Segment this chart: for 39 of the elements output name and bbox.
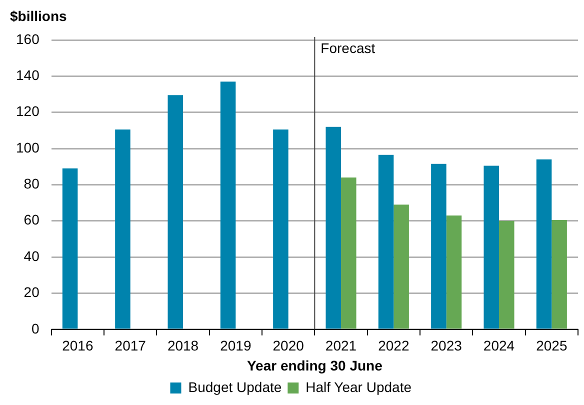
y-tick-label: 60 [24,212,40,228]
bar [446,215,462,329]
x-tick-label: 2022 [378,338,410,354]
bar [115,130,130,329]
bar [499,220,514,329]
bar [552,220,567,329]
x-tick-label: 2018 [167,338,199,354]
bar [394,204,409,329]
bar [341,177,356,329]
x-axis-title: Year ending 30 June [246,357,383,374]
ref-line-label: Forecast [320,40,376,56]
y-tick-label: 20 [24,284,40,300]
y-tick-label: 100 [16,139,40,156]
x-tick-label: 2020 [272,338,304,354]
legend-label: Half Year Update [306,378,412,395]
bar [484,166,500,329]
x-tick-label: 2023 [430,338,462,354]
y-axis-title: $billions [10,8,67,24]
x-tick-label: 2021 [325,338,357,354]
bar [62,168,78,329]
bar [378,154,394,329]
x-tick-label: 2025 [536,338,568,354]
bar [273,130,288,329]
legend-label: Budget Update [188,378,282,395]
y-tick-label: 80 [24,176,40,192]
x-tick-label: 2016 [62,338,94,354]
y-tick-label: 120 [16,103,40,120]
y-tick-label: 140 [16,67,40,84]
bar [326,126,342,329]
x-tick-label: 2024 [483,338,515,354]
x-tick-label: 2017 [114,338,146,354]
x-tick-label: 2019 [220,338,252,354]
y-tick-label: 40 [24,248,40,264]
bar [220,82,236,329]
y-tick-label: 0 [32,320,40,336]
bar [168,95,184,329]
bar [536,159,552,329]
y-tick-label: 160 [16,30,40,47]
bar [431,164,446,329]
